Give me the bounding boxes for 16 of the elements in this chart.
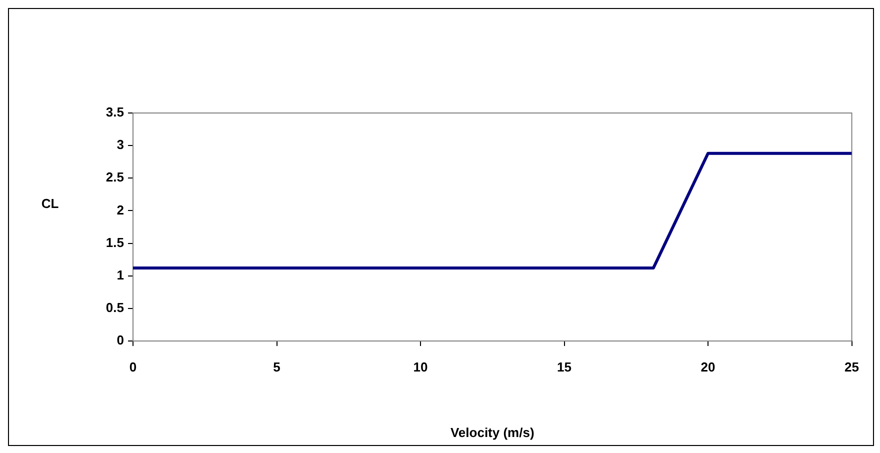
y-tick-label: 1.5 (106, 234, 124, 250)
x-tick-label: 20 (700, 359, 716, 374)
y-tick-label: 2.5 (106, 170, 124, 185)
y-tick-label: 2 (116, 202, 124, 218)
x-tick-label: 0 (129, 359, 137, 374)
y-tick-label: 1 (116, 267, 124, 282)
y-tick-label: 0.5 (106, 300, 124, 316)
y-axis-title: CL (41, 196, 59, 211)
x-tick-label: 5 (273, 359, 280, 374)
x-axis-title: Velocity (m/s) (450, 424, 534, 440)
x-tick-label: 10 (413, 359, 428, 374)
y-tick-label: 3.5 (106, 104, 124, 120)
x-tick-label: 15 (557, 359, 572, 374)
x-tick-label: 25 (844, 359, 860, 374)
y-tick-label: 0 (116, 332, 124, 348)
y-tick-label: 3 (116, 137, 124, 152)
